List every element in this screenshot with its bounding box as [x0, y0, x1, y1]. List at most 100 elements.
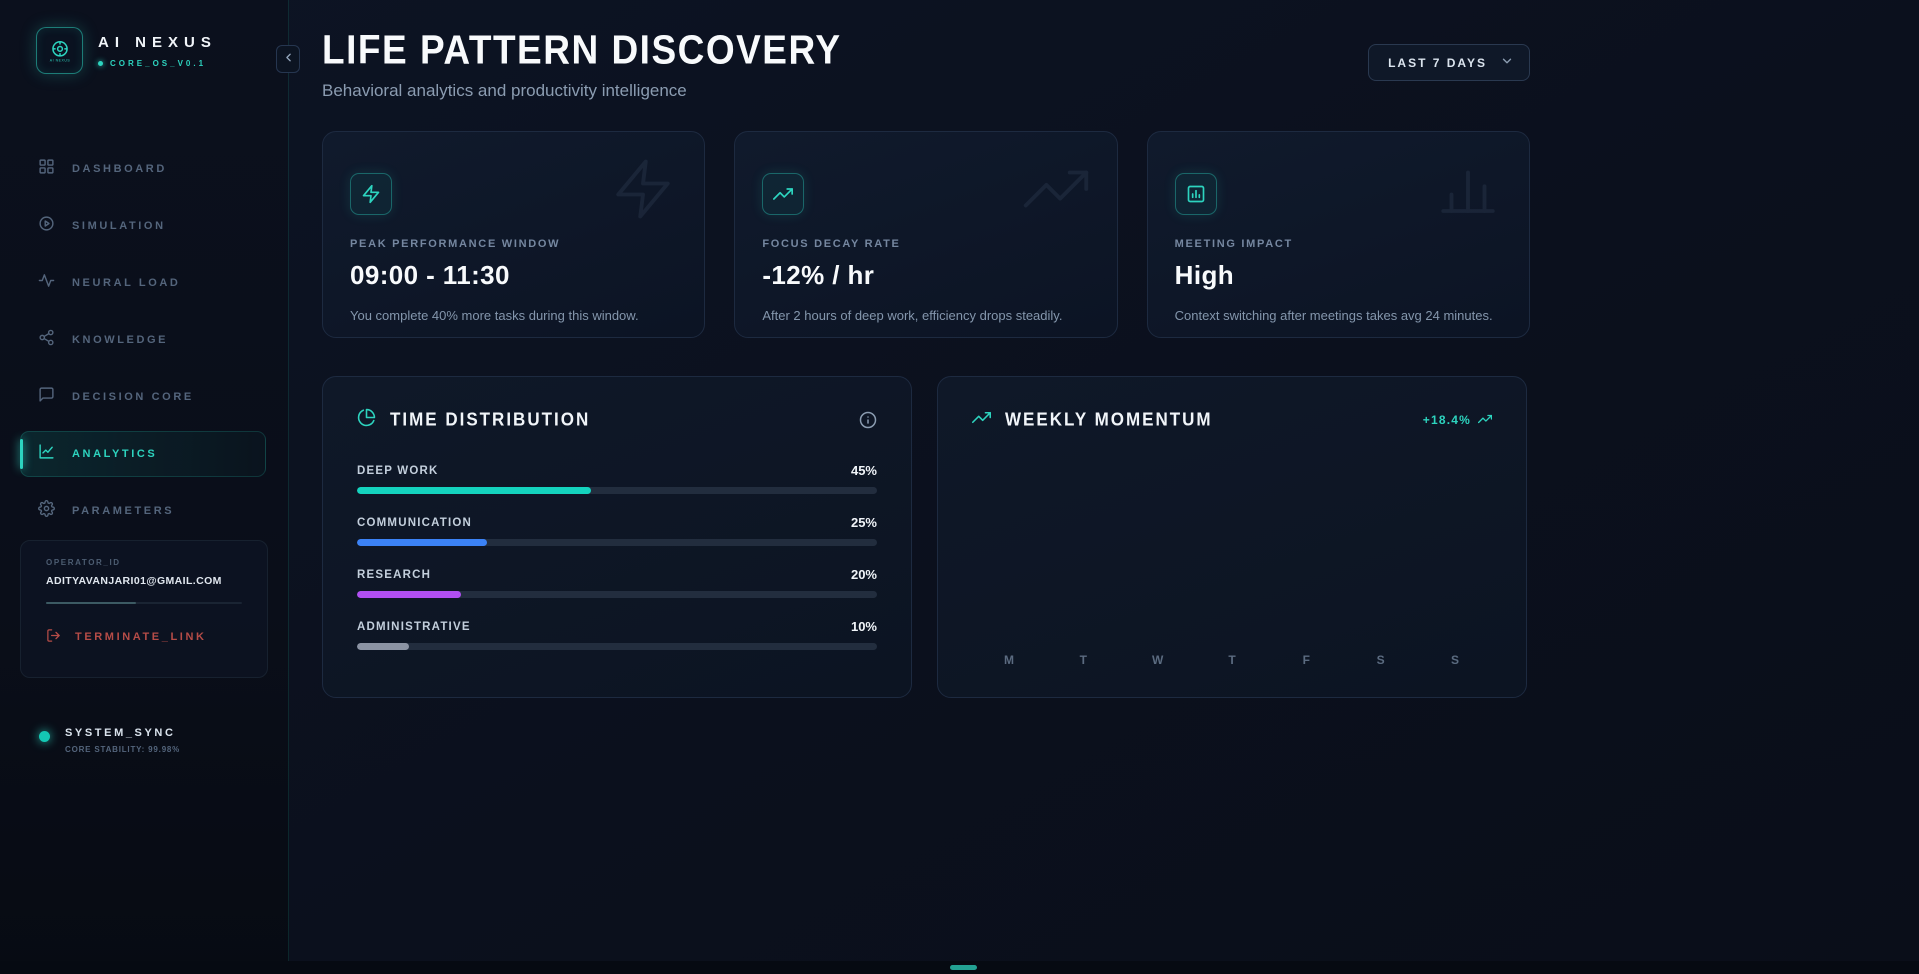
stat-card-value: -12% / hr [762, 260, 875, 290]
terminate-link-label: TERMINATE_LINK [75, 631, 207, 643]
axis-tick-label: T [1228, 653, 1236, 667]
system-sync: SYSTEM_SYNC CORE STABILITY: 99.98% [39, 727, 180, 754]
date-range-selector[interactable]: LAST 7 DAYS [1368, 44, 1530, 81]
page-header: LIFE PATTERN DISCOVERY Behavioral analyt… [322, 0, 1530, 101]
bar-chart-watermark-icon [1435, 156, 1501, 227]
distribution-label: ADMINISTRATIVE [357, 620, 471, 633]
parameters-gear-icon [38, 500, 55, 522]
trending-up-watermark-icon [1023, 156, 1089, 227]
dashboard-grid-icon [38, 158, 55, 180]
progress-track [357, 487, 877, 494]
stat-card-focus-decay: FOCUS DECAY RATE -12% / hr After 2 hours… [734, 131, 1118, 338]
pie-chart-icon [357, 408, 376, 432]
distribution-label: RESEARCH [357, 568, 432, 581]
app-logo-icon: AI NEXUS [36, 27, 83, 74]
system-sync-title: SYSTEM_SYNC [65, 727, 176, 739]
weekly-momentum-header: WEEKLY MOMENTUM +18.4% [972, 408, 1493, 432]
sidebar-item-analytics[interactable]: ANALYTICS [20, 431, 266, 477]
trending-up-icon [762, 173, 805, 215]
page-title: LIFE PATTERN DISCOVERY [322, 27, 842, 73]
page-subtitle: Behavioral analytics and productivity in… [322, 81, 687, 100]
page-header-text: LIFE PATTERN DISCOVERY Behavioral analyt… [322, 27, 842, 101]
axis-tick-label: M [1004, 653, 1014, 667]
progress-track [357, 539, 877, 546]
info-icon[interactable] [859, 411, 877, 429]
sidebar: AI NEXUS AI NEXUS CORE_OS_V0.1 DASHBOARD [0, 0, 289, 974]
distribution-value: 25% [850, 515, 877, 530]
simulation-play-icon [38, 215, 55, 237]
sidebar-item-knowledge[interactable]: KNOWLEDGE [20, 317, 266, 363]
stat-card-description: Context switching after meetings takes a… [1174, 308, 1493, 323]
horizontal-scrollbar-thumb[interactable] [950, 965, 977, 970]
distribution-row-administrative: ADMINISTRATIVE 10% [357, 619, 877, 650]
sidebar-item-label: NEURAL LOAD [72, 277, 181, 289]
sidebar-item-label: ANALYTICS [72, 448, 158, 460]
axis-tick-label: S [1450, 653, 1459, 667]
sidebar-item-label: KNOWLEDGE [72, 334, 169, 346]
stat-card-description: After 2 hours of deep work, efficiency d… [762, 308, 1063, 323]
stat-card-peak-performance: PEAK PERFORMANCE WINDOW 09:00 - 11:30 Yo… [322, 131, 706, 338]
distribution-value: 10% [850, 619, 877, 634]
stat-card-value: 09:00 - 11:30 [350, 260, 510, 290]
sidebar-collapse-button[interactable] [276, 45, 300, 73]
sidebar-item-label: DECISION CORE [72, 391, 194, 403]
stat-card-description: You complete 40% more tasks during this … [350, 308, 639, 323]
axis-tick-label: T [1079, 653, 1087, 667]
weekly-momentum-title: WEEKLY MOMENTUM [1005, 409, 1213, 430]
axis-tick-label: W [1151, 653, 1164, 667]
bottom-panels-row: TIME DISTRIBUTION DEEP WORK 45% [322, 376, 1530, 698]
bar-chart-icon [1174, 173, 1217, 215]
sidebar-item-decision-core[interactable]: DECISION CORE [20, 374, 266, 420]
time-distribution-panel: TIME DISTRIBUTION DEEP WORK 45% [322, 376, 912, 698]
sidebar-nav: DASHBOARD SIMULATION NEURAL LOAD KNOWLED… [20, 146, 266, 534]
sidebar-item-parameters[interactable]: PARAMETERS [20, 488, 266, 534]
stat-card-label: FOCUS DECAY RATE [762, 238, 901, 250]
sidebar-item-dashboard[interactable]: DASHBOARD [20, 146, 266, 192]
distribution-label: COMMUNICATION [357, 516, 473, 529]
system-sync-text: SYSTEM_SYNC CORE STABILITY: 99.98% [65, 727, 180, 754]
sidebar-item-label: DASHBOARD [72, 163, 167, 175]
svg-text:AI NEXUS: AI NEXUS [49, 58, 70, 62]
axis-tick-label: S [1376, 653, 1385, 667]
operator-divider [46, 602, 242, 604]
operator-divider-fill [46, 602, 137, 604]
horizontal-scrollbar [0, 961, 1919, 974]
main-content: LIFE PATTERN DISCOVERY Behavioral analyt… [322, 0, 1530, 698]
trending-up-icon [1477, 412, 1493, 429]
core-stability-label: CORE STABILITY: 99.98% [65, 745, 181, 754]
chevron-down-icon [1500, 54, 1514, 71]
progress-track [357, 591, 877, 598]
weekly-momentum-panel: WEEKLY MOMENTUM +18.4% M T W T F S [937, 376, 1527, 698]
stat-card-value: High [1174, 260, 1235, 290]
sidebar-item-label: PARAMETERS [72, 505, 175, 517]
status-dot-icon [98, 60, 103, 66]
distribution-row-deep-work: DEEP WORK 45% [357, 463, 877, 494]
terminate-link-button[interactable]: TERMINATE_LINK [46, 628, 207, 646]
sidebar-item-neural-load[interactable]: NEURAL LOAD [20, 260, 266, 306]
bolt-watermark-icon [610, 156, 676, 227]
app-version: CORE_OS_V0.1 [110, 58, 207, 68]
sidebar-item-label: SIMULATION [72, 220, 166, 232]
operator-id-label: OPERATOR_ID [46, 558, 121, 567]
trending-up-icon [972, 408, 991, 432]
sync-status-dot-icon [39, 731, 50, 742]
logout-icon [46, 628, 61, 646]
distribution-row-communication: COMMUNICATION 25% [357, 515, 877, 546]
distribution-value: 45% [850, 463, 877, 478]
operator-email: ADITYAVANJARI01@GMAIL.COM [46, 575, 222, 587]
operator-card: OPERATOR_ID ADITYAVANJARI01@GMAIL.COM TE… [20, 540, 268, 678]
progress-fill [357, 539, 487, 546]
sidebar-item-simulation[interactable]: SIMULATION [20, 203, 266, 249]
neural-pulse-icon [38, 272, 55, 294]
progress-fill [357, 591, 461, 598]
stat-card-label: MEETING IMPACT [1174, 238, 1293, 250]
axis-tick-label: F [1302, 653, 1310, 667]
time-distribution-header: TIME DISTRIBUTION [357, 408, 877, 432]
progress-fill [357, 487, 591, 494]
stat-card-label: PEAK PERFORMANCE WINDOW [350, 238, 561, 250]
distribution-rows: DEEP WORK 45% COMMUNICATION 25% [357, 463, 877, 650]
time-distribution-title: TIME DISTRIBUTION [390, 409, 591, 430]
momentum-x-axis: M T W T F S S [1000, 653, 1464, 667]
momentum-change-badge: +18.4% [1423, 412, 1493, 429]
chevron-left-icon [282, 51, 295, 67]
